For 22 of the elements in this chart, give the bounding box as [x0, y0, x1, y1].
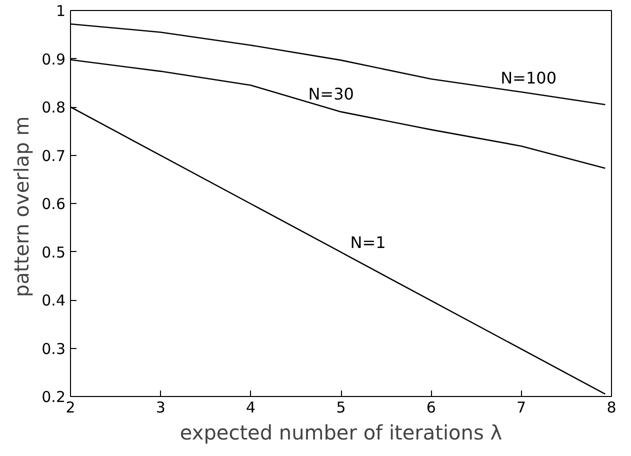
- y-axis-title: pattern overlap m: [10, 116, 34, 298]
- line-series: [70, 23, 606, 106]
- series-label: N=30: [308, 84, 354, 104]
- x-tick-label: 2: [66, 398, 76, 416]
- x-tick-label: 4: [246, 398, 256, 416]
- y-tick-label: 0.9: [42, 50, 66, 68]
- y-tick-label: 0.8: [42, 98, 66, 116]
- x-tick-label: 6: [426, 398, 436, 416]
- y-tick-label: 0.4: [42, 292, 66, 310]
- y-tick-label: 0.2: [42, 388, 66, 406]
- y-tick-label: 0.5: [42, 243, 66, 262]
- series-label: N=100: [500, 68, 557, 88]
- y-tick-label: 0.3: [42, 340, 66, 358]
- series-label: N=1: [350, 233, 386, 252]
- x-tick-label: 8: [606, 398, 616, 416]
- y-tick-label: 1: [56, 2, 66, 20]
- y-tick-label: 0.7: [42, 146, 66, 165]
- x-tick-label: 5: [336, 398, 346, 416]
- x-tick-label: 3: [156, 398, 166, 416]
- y-tick-label: 0.6: [42, 195, 66, 213]
- x-tick-label: 7: [516, 398, 526, 416]
- x-axis-title: expected number of iterations λ: [180, 420, 502, 444]
